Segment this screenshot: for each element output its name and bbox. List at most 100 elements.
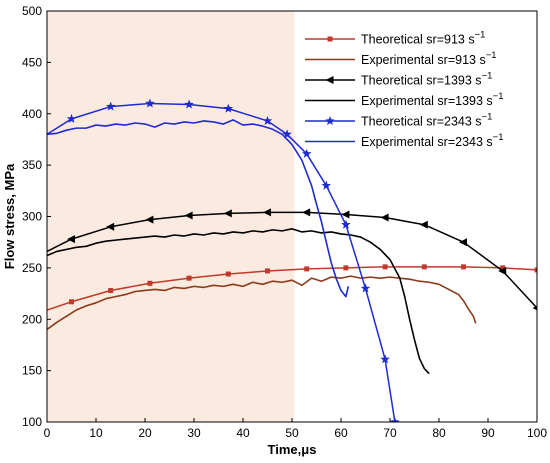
data-point-star (321, 180, 332, 190)
y-tick-label: 500 (22, 4, 42, 18)
highlight-region (47, 11, 295, 422)
series-3 (47, 228, 430, 375)
series-line (47, 102, 396, 422)
legend-item: Theoretical sr=1393 s−1 (305, 71, 492, 88)
data-point-triangle (380, 213, 389, 222)
svg-text:Experimental sr=1393 s−1: Experimental sr=1393 s−1 (361, 91, 504, 108)
legend-label-superscript: −1 (493, 91, 504, 102)
data-point-star (360, 283, 371, 293)
data-point-square (382, 264, 388, 270)
data-point-triangle (325, 76, 334, 84)
data-point-triangle (223, 209, 232, 218)
data-point-star (184, 99, 194, 109)
data-point-square (147, 280, 153, 286)
data-point-triangle (67, 235, 75, 244)
x-tick-label: 0 (44, 426, 51, 440)
data-point-triangle (341, 210, 350, 219)
data-point-star (325, 116, 335, 126)
data-point-star (341, 219, 351, 229)
y-tick-label: 250 (22, 261, 42, 275)
legend-label-superscript: −1 (486, 50, 497, 61)
legend-label-superscript: −1 (493, 132, 504, 143)
data-point-triangle (302, 208, 311, 217)
series-line (47, 119, 350, 298)
series-4 (47, 98, 400, 422)
legend-label-superscript: −1 (482, 71, 493, 82)
legend-item: Experimental sr=2343 s−1 (305, 132, 504, 149)
data-point-square (534, 267, 537, 273)
data-point-square (108, 287, 114, 293)
y-tick-label: 400 (22, 107, 42, 121)
series-line (47, 266, 537, 311)
y-tick-label: 300 (22, 210, 42, 224)
svg-text:Experimental sr=2343 s−1: Experimental sr=2343 s−1 (361, 132, 504, 149)
series-line (47, 211, 537, 309)
x-tick-label: 10 (89, 426, 103, 440)
data-point-triangle (145, 215, 154, 224)
data-point-triangle (459, 238, 467, 247)
series-2 (47, 208, 537, 311)
data-point-star (66, 113, 77, 123)
x-tick-label: 20 (138, 426, 152, 440)
legend-label: Theoretical sr=1393 s (361, 74, 482, 88)
x-tick-label: 50 (285, 426, 299, 440)
data-point-square (186, 275, 192, 281)
series-1 (47, 275, 477, 331)
data-point-star (223, 103, 234, 113)
data-point-triangle (106, 222, 115, 231)
data-point-square (304, 266, 310, 272)
data-point-triangle (498, 266, 507, 275)
data-point-square (265, 268, 270, 274)
data-point-square (500, 265, 506, 271)
legend-label: Experimental sr=913 s (361, 53, 486, 67)
y-axis-label: Flow stress, MPa (2, 163, 17, 269)
legend-label-superscript: −1 (475, 30, 486, 41)
legend-label: Experimental sr=2343 s (361, 135, 493, 149)
series-0 (47, 264, 537, 311)
data-point-square (343, 265, 349, 271)
y-tick-label: 150 (22, 364, 42, 378)
x-tick-label: 70 (383, 426, 397, 440)
series-line (47, 228, 430, 375)
data-point-star (282, 129, 292, 139)
data-point-square (69, 299, 74, 305)
data-point-triangle (263, 208, 271, 217)
data-point-star (145, 98, 155, 108)
legend-label: Theoretical sr=913 s (361, 33, 475, 47)
legend-label-superscript: −1 (482, 112, 493, 123)
y-tick-label: 100 (22, 415, 42, 429)
data-point-square (421, 264, 427, 270)
legend-label: Theoretical sr=2343 s (361, 115, 482, 129)
svg-text:Theoretical sr=913 s−1: Theoretical sr=913 s−1 (361, 30, 485, 47)
svg-text:Theoretical sr=2343 s−1: Theoretical sr=2343 s−1 (361, 112, 492, 129)
x-tick-label: 80 (432, 426, 446, 440)
data-point-star (390, 417, 400, 422)
legend-item: Experimental sr=913 s−1 (305, 50, 497, 67)
data-point-star (105, 101, 116, 111)
svg-text:Theoretical sr=1393 s−1: Theoretical sr=1393 s−1 (361, 71, 492, 88)
x-tick-label: 30 (187, 426, 201, 440)
data-point-star (262, 115, 273, 125)
x-tick-label: 60 (334, 426, 348, 440)
svg-text:Experimental sr=913 s−1: Experimental sr=913 s−1 (361, 50, 497, 67)
y-tick-label: 350 (22, 158, 42, 172)
x-tick-label: 90 (481, 426, 495, 440)
data-point-star (301, 148, 312, 158)
x-tick-label: 100 (527, 426, 547, 440)
legend-item: Theoretical sr=913 s−1 (305, 30, 485, 47)
x-axis-ticks: 0 10 20 30 40 50 60 70 80 90 100 (44, 418, 547, 440)
series-line (47, 275, 477, 331)
legend-item: Experimental sr=1393 s−1 (305, 91, 504, 108)
y-tick-label: 450 (22, 55, 42, 69)
y-axis-ticks: 100 150 200 250 300 350 400 450 500 (22, 4, 51, 429)
data-point-square (461, 264, 466, 270)
data-point-triangle (532, 305, 537, 311)
data-point-star (380, 354, 390, 364)
data-point-triangle (184, 211, 193, 220)
legend-label: Experimental sr=1393 s (361, 94, 493, 108)
series-5 (47, 119, 350, 298)
x-axis-label: Time,μs (268, 442, 317, 457)
data-point-triangle (419, 220, 428, 229)
